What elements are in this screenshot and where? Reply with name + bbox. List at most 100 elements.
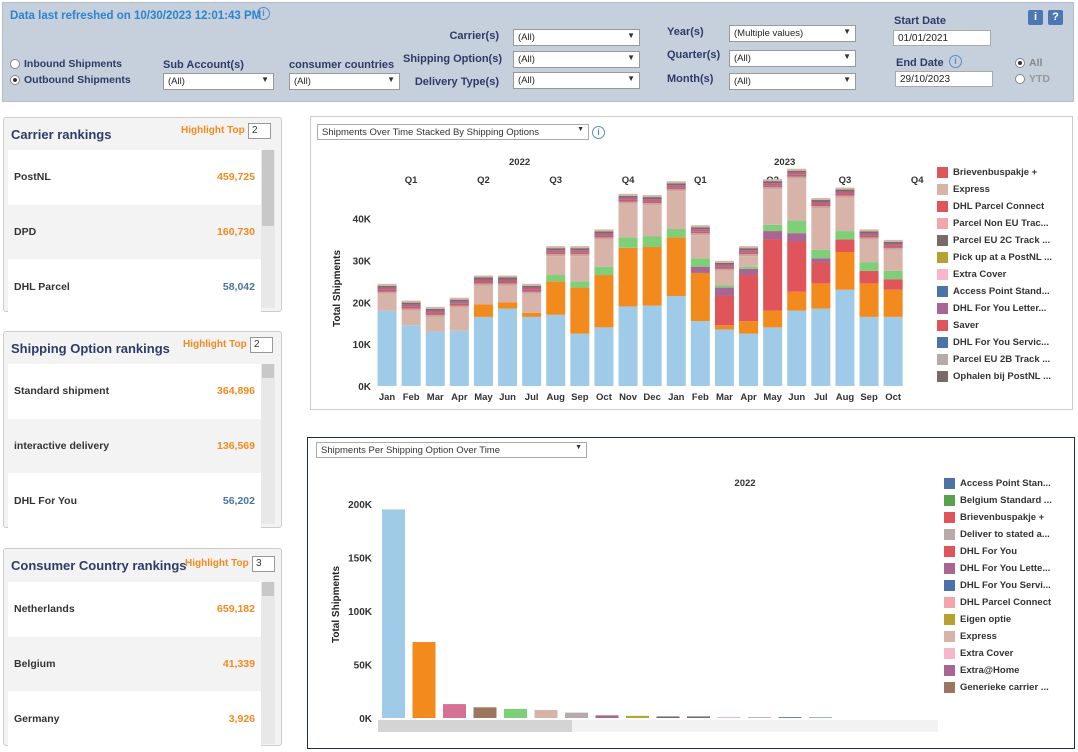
highlight-top-input[interactable]: 3 xyxy=(252,556,275,572)
legend-item[interactable]: Extra Cover xyxy=(944,648,1013,662)
legend-item[interactable]: Extra@Home xyxy=(944,665,1019,679)
legend-item[interactable]: Access Point Stand... xyxy=(937,286,1050,300)
legend-item[interactable]: Saver xyxy=(937,320,979,334)
ranking-row[interactable]: Belgium 41,339 xyxy=(8,637,261,692)
stacked-bar-segment xyxy=(546,275,566,282)
y-tick-label: 100K xyxy=(348,607,373,618)
legend-item[interactable]: DHL For You xyxy=(944,546,1017,560)
legend-item[interactable]: Generieke carrier ... xyxy=(944,682,1049,696)
end-date-input[interactable]: 29/10/2023 xyxy=(895,71,993,87)
legend-item[interactable]: DHL For You Servi... xyxy=(944,580,1051,594)
legend-item[interactable]: Express xyxy=(937,184,990,198)
scrollbar-thumb[interactable] xyxy=(262,582,274,596)
legend-item[interactable]: Ophalen bij PostNL ... xyxy=(937,371,1051,385)
chevron-down-icon: ▼ xyxy=(843,27,851,36)
ranking-row[interactable]: Germany 3,926 xyxy=(8,692,261,747)
scrollbar-thumb[interactable] xyxy=(262,150,274,226)
legend-item[interactable]: Express xyxy=(944,631,997,645)
stacked-bar-segment xyxy=(787,170,807,173)
stacked-bar-segment xyxy=(473,316,493,386)
ranking-row[interactable]: DHL Parcel 58,042 xyxy=(8,260,261,315)
stacked-bar-segment xyxy=(811,208,831,250)
ranking-row[interactable]: Netherlands 659,182 xyxy=(8,582,261,637)
legend-item[interactable]: Eigen optie xyxy=(944,614,1011,628)
stacked-bar-segment xyxy=(714,262,734,265)
stacked-bar-segment xyxy=(425,306,445,309)
legend-item[interactable]: Brievenbuspakje + xyxy=(937,167,1037,181)
legend-item[interactable]: DHL Parcel Connect xyxy=(944,597,1051,611)
quarter-label: Q2 xyxy=(477,175,490,186)
highlight-top-input[interactable]: 2 xyxy=(248,123,271,139)
filter-bar: Data last refreshed on 10/30/2023 12:01:… xyxy=(2,2,1074,102)
chart-selector-dropdown[interactable]: Shipments Per Shipping Option Over Time ▼ xyxy=(316,442,587,458)
stacked-bar-segment xyxy=(594,275,614,328)
year-dropdown[interactable]: (Multiple values) ▼ xyxy=(729,25,856,42)
ranking-name: interactive delivery xyxy=(14,440,110,452)
ranking-name: Belgium xyxy=(14,658,56,670)
vertical-scrollbar[interactable] xyxy=(261,364,275,524)
stacked-bar-segment xyxy=(546,254,566,257)
shipping-option-dropdown[interactable]: (All) ▼ xyxy=(513,51,640,68)
legend-swatch xyxy=(937,269,948,280)
info-icon[interactable]: i xyxy=(257,7,270,20)
help-button-icon[interactable]: ? xyxy=(1048,10,1063,25)
end-date-info-icon[interactable]: i xyxy=(949,55,962,68)
legend-item[interactable]: DHL For You Lette... xyxy=(944,563,1050,577)
inbound-shipments-radio[interactable] xyxy=(10,59,20,69)
legend-item[interactable]: Deliver to stated a... xyxy=(944,529,1050,543)
stacked-bar-segment xyxy=(787,233,807,242)
legend-item[interactable]: Brievenbuspakje + xyxy=(944,512,1044,526)
stacked-bar-segment xyxy=(787,241,807,292)
stacked-shipments-chart-panel: Shipments Over Time Stacked By Shipping … xyxy=(310,116,1073,410)
stacked-bar-segment xyxy=(642,199,662,202)
info-button-icon[interactable]: i xyxy=(1028,10,1043,25)
chart-legend: Access Point Stan... Belgium Standard ...… xyxy=(944,478,1070,704)
vertical-scrollbar[interactable] xyxy=(261,150,275,308)
stacked-bar-segment xyxy=(787,178,807,221)
legend-swatch xyxy=(944,529,955,540)
stacked-bar-segment xyxy=(642,197,662,200)
vertical-scrollbar[interactable] xyxy=(261,582,275,744)
legend-label: Brievenbuspakje + xyxy=(953,167,1038,179)
ranking-row[interactable]: interactive delivery 136,569 xyxy=(8,419,261,474)
legend-item[interactable]: Pick up at a PostNL ... xyxy=(937,252,1052,266)
month-dropdown[interactable]: (All) ▼ xyxy=(729,73,856,90)
sub-account-dropdown[interactable]: (All) ▼ xyxy=(163,73,274,90)
stacked-bar-segment xyxy=(739,252,759,255)
stacked-bar-segment xyxy=(594,235,614,238)
scrollbar-thumb[interactable] xyxy=(262,364,274,378)
period-all-radio[interactable] xyxy=(1015,58,1025,68)
legend-item[interactable]: Access Point Stan... xyxy=(944,478,1051,492)
x-tick-label: Apr xyxy=(740,392,757,403)
sub-account-label: Sub Account(s) xyxy=(163,59,244,71)
quarter-dropdown[interactable]: (All) ▼ xyxy=(729,50,856,67)
period-ytd-radio[interactable] xyxy=(1015,74,1025,84)
stacked-bar-segment xyxy=(811,206,831,209)
legend-item[interactable]: Parcel EU 2B Track ... xyxy=(937,354,1050,368)
legend-item[interactable]: DHL Parcel Connect xyxy=(937,201,1044,215)
legend-item[interactable]: Belgium Standard ... xyxy=(944,495,1052,509)
ranking-row[interactable]: DHL For You 56,202 xyxy=(8,474,261,529)
stacked-bar-segment xyxy=(666,185,686,188)
chart-legend: Brievenbuspakje + Express DHL Parcel Conne… xyxy=(937,167,1067,397)
ranking-row[interactable]: PostNL 459,725 xyxy=(8,150,261,205)
stacked-bar-segment xyxy=(690,321,710,386)
highlight-top-input[interactable]: 2 xyxy=(250,337,273,353)
outbound-shipments-radio[interactable] xyxy=(10,75,20,85)
consumer-countries-dropdown[interactable]: (All) ▼ xyxy=(289,73,400,90)
stacked-bar-segment xyxy=(570,287,590,334)
stacked-bar-segment xyxy=(739,266,759,269)
start-date-input[interactable]: 01/01/2021 xyxy=(893,30,991,46)
legend-item[interactable]: Parcel Non EU Trac... xyxy=(937,218,1049,232)
bar xyxy=(717,716,741,718)
delivery-type-dropdown[interactable]: (All) ▼ xyxy=(513,72,640,89)
legend-item[interactable]: Parcel EU 2C Track ... xyxy=(937,235,1050,249)
ranking-row[interactable]: DPD 160,730 xyxy=(8,205,261,260)
legend-item[interactable]: DHL For You Servic... xyxy=(937,337,1049,351)
carrier-dropdown[interactable]: (All) ▼ xyxy=(513,29,640,46)
legend-item[interactable]: Extra Cover xyxy=(937,269,1006,283)
chart-info-icon[interactable]: i xyxy=(592,126,605,139)
ranking-row[interactable]: Standard shipment 364,896 xyxy=(8,364,261,419)
chart-selector-dropdown[interactable]: Shipments Over Time Stacked By Shipping … xyxy=(317,124,589,140)
legend-item[interactable]: DHL For You Letter... xyxy=(937,303,1046,317)
